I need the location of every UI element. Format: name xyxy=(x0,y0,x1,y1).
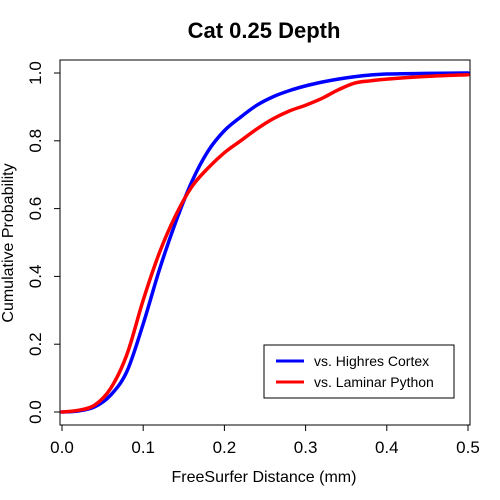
y-tick-label: 0.2 xyxy=(26,332,45,356)
x-tick-label: 0.3 xyxy=(294,438,318,457)
y-tick-label: 0.4 xyxy=(26,265,45,289)
y-axis-label: Cumulative Probability xyxy=(0,163,17,322)
y-tick-label: 0.8 xyxy=(26,129,45,153)
x-axis-label: FreeSurfer Distance (mm) xyxy=(172,469,357,486)
legend-label-laminar: vs. Laminar Python xyxy=(314,374,434,390)
x-tick-label: 0.5 xyxy=(456,438,480,457)
chart-title: Cat 0.25 Depth xyxy=(188,18,341,43)
series-layer xyxy=(60,71,470,414)
x-axis: 0.0 0.1 0.2 0.3 0.4 0.5 xyxy=(50,425,480,457)
x-tick-label: 0.2 xyxy=(213,438,237,457)
y-tick-label: 0.0 xyxy=(26,400,45,424)
series-line-highres-cortex xyxy=(60,71,470,414)
series-line-laminar-python xyxy=(60,72,470,414)
plot-area-box xyxy=(59,59,471,426)
x-tick-label: 0.0 xyxy=(50,438,74,457)
y-axis: 0.0 0.2 0.4 0.6 0.8 1.0 xyxy=(26,61,60,424)
x-tick-label: 0.1 xyxy=(131,438,155,457)
x-tick-label: 0.4 xyxy=(375,438,399,457)
legend-box xyxy=(263,344,455,399)
legend-label-highres: vs. Highres Cortex xyxy=(314,353,429,369)
y-tick-label: 0.6 xyxy=(26,197,45,221)
y-tick-label: 1.0 xyxy=(26,61,45,85)
legend: vs. Highres Cortex vs. Laminar Python xyxy=(263,344,455,399)
